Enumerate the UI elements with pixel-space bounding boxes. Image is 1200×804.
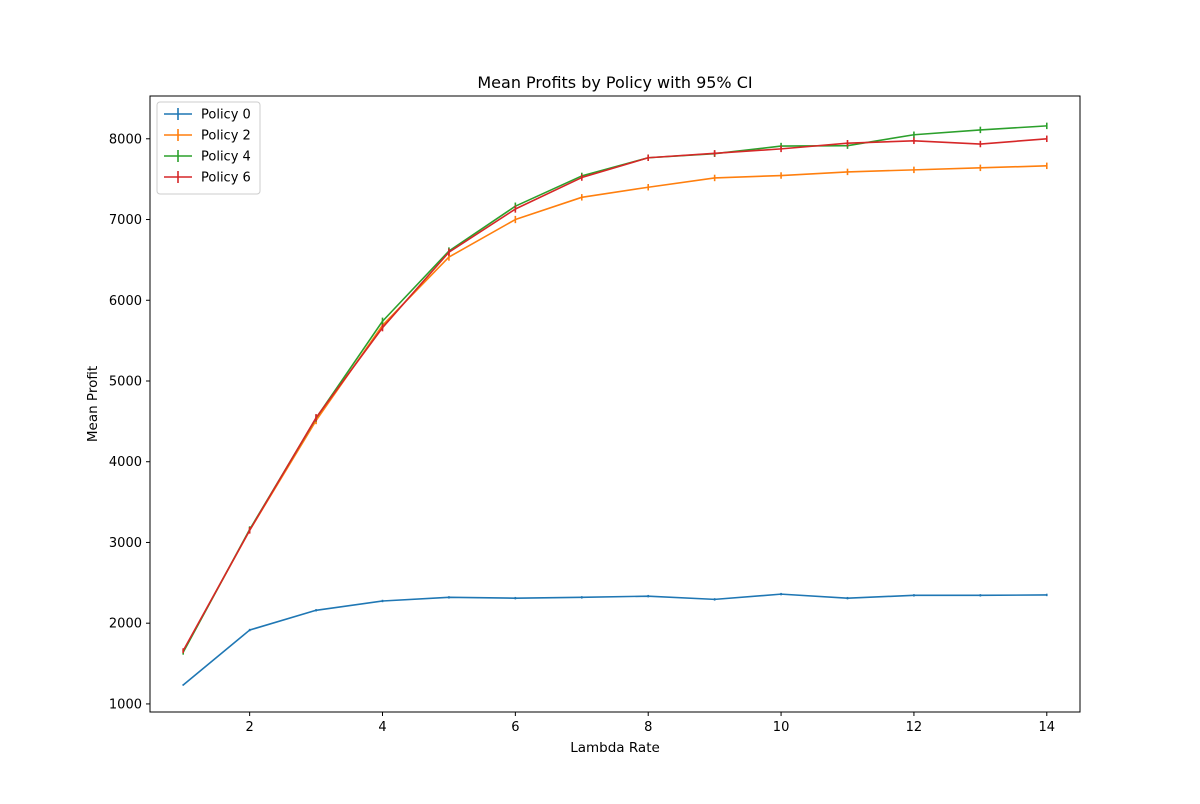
y-tick-label: 4000 — [109, 455, 142, 470]
y-tick-label: 1000 — [109, 697, 142, 712]
x-axis-label: Lambda Rate — [570, 740, 660, 756]
y-axis: 1000 2000 3000 4000 5000 6000 7000 8000 — [109, 132, 150, 712]
x-axis: 2 4 6 8 10 12 14 — [246, 712, 1056, 735]
x-tick-label: 14 — [1039, 720, 1056, 735]
series-line — [182, 593, 1047, 686]
x-tick-label: 12 — [906, 720, 923, 735]
y-tick-label: 6000 — [109, 294, 142, 309]
legend-box — [156, 101, 261, 195]
y-axis-label: Mean Profit — [85, 366, 101, 442]
x-tick-label: 6 — [511, 720, 519, 735]
legend-label: Policy 4 — [201, 150, 251, 165]
x-tick-label: 8 — [644, 720, 652, 735]
x-tick-label: 4 — [378, 720, 386, 735]
y-tick-label: 5000 — [109, 374, 142, 389]
y-tick-label: 2000 — [109, 617, 142, 632]
x-tick-label: 2 — [246, 720, 254, 735]
series-line — [182, 165, 1047, 652]
series-3 — [182, 135, 1048, 654]
legend-label: Policy 2 — [201, 129, 251, 144]
y-tick-label: 7000 — [109, 213, 142, 228]
series-layer — [182, 122, 1048, 686]
legend-label: Policy 0 — [201, 108, 251, 123]
plot-frame — [149, 95, 1081, 713]
legend-label: Policy 6 — [201, 171, 251, 186]
y-tick-label: 3000 — [109, 536, 142, 551]
y-tick-label: 8000 — [109, 132, 142, 147]
x-tick-label: 10 — [773, 720, 790, 735]
series-0 — [182, 592, 1048, 686]
series-line — [182, 137, 1047, 652]
legend: Policy 0 Policy 2 Policy 4 Policy 6 — [156, 101, 261, 195]
chart-title: Mean Profits by Policy with 95% CI — [477, 73, 752, 92]
